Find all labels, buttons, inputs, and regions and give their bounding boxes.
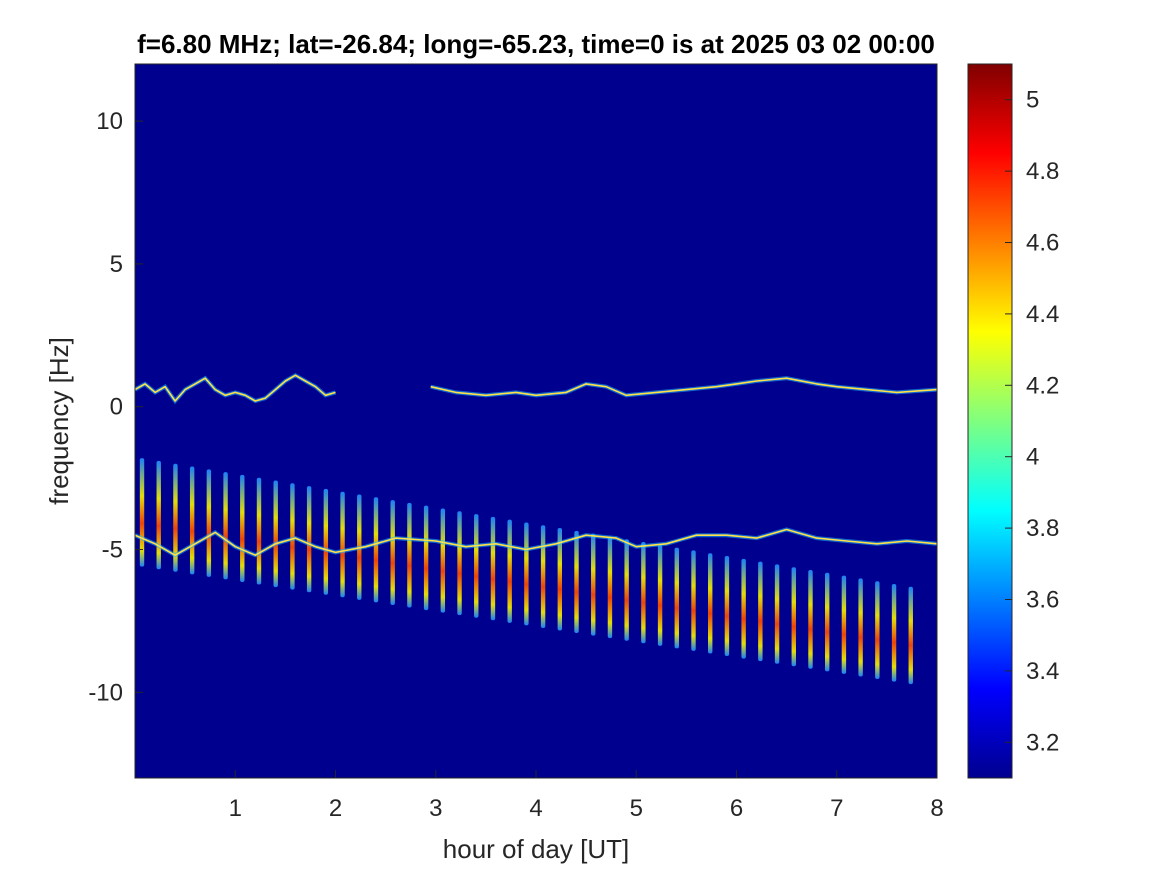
colorbar-tick-label: 3.4 <box>1026 658 1059 685</box>
doppler-trace <box>430 377 937 397</box>
x-tick-label: 3 <box>429 795 442 822</box>
striation <box>624 539 629 641</box>
striation <box>657 544 663 646</box>
striation <box>641 542 646 644</box>
striation <box>206 469 212 577</box>
y-axis-ticks: -10 -5 0 5 10 <box>88 108 143 706</box>
striation <box>256 477 262 585</box>
striation <box>774 564 780 664</box>
striation <box>156 460 161 570</box>
x-tick-label: 2 <box>329 795 342 822</box>
plot-area <box>135 64 937 778</box>
y-tick-label: -5 <box>102 537 123 564</box>
x-tick-label: 6 <box>730 795 743 822</box>
striation <box>273 480 278 588</box>
colorbar-tick-label: 4.2 <box>1026 372 1059 399</box>
colorbar: 3.2 3.4 3.6 3.8 4 4.2 4.4 4.6 4.8 5 <box>967 63 1059 779</box>
chart-title: f=6.80 MHz; lat=-26.84; long=-65.23, tim… <box>137 29 935 59</box>
colorbar-gradient <box>967 63 1013 779</box>
plot-background <box>135 64 937 778</box>
x-tick-label: 4 <box>529 795 542 822</box>
y-tick-label: 5 <box>110 251 123 278</box>
x-axis-label: hour of day [UT] <box>443 834 629 864</box>
striation <box>808 570 813 669</box>
colorbar-tick-label: 4.8 <box>1026 158 1059 185</box>
striation <box>524 522 529 626</box>
striation <box>407 502 412 608</box>
y-axis-label: frequency [Hz] <box>44 337 74 505</box>
striation <box>791 567 796 667</box>
striation <box>540 525 546 628</box>
y-tick-label: 10 <box>96 108 123 135</box>
striation <box>557 528 563 631</box>
striation <box>240 474 245 582</box>
colorbar-tick-label: 3.8 <box>1026 515 1059 542</box>
striation <box>323 488 329 595</box>
striation <box>173 463 178 572</box>
colorbar-tick-label: 4 <box>1026 444 1039 471</box>
striation <box>139 458 145 567</box>
striation <box>223 472 228 580</box>
striation <box>674 547 679 649</box>
striation <box>457 511 462 616</box>
striation <box>841 575 847 674</box>
striation <box>189 466 195 575</box>
striation <box>858 578 863 677</box>
striation <box>691 550 696 651</box>
colorbar-ticks: 3.2 3.4 3.6 3.8 4 4.2 4.4 4.6 4.8 5 <box>1005 87 1059 756</box>
striation <box>908 586 913 685</box>
striation <box>340 491 345 598</box>
striation <box>708 553 713 654</box>
x-axis-ticks: 1 2 3 4 5 6 7 8 <box>229 770 944 822</box>
striation <box>574 530 579 634</box>
colorbar-tick-label: 4.4 <box>1026 301 1059 328</box>
striation <box>474 514 479 618</box>
y-tick-label: 0 <box>110 394 123 421</box>
striation <box>306 486 312 593</box>
traces-layer <box>135 372 937 558</box>
striation <box>440 508 446 613</box>
striation <box>390 500 395 605</box>
striation <box>875 581 880 680</box>
striation <box>724 556 730 657</box>
doppler-trace <box>135 374 336 402</box>
y-tick-label: -10 <box>88 679 123 706</box>
x-tick-label: 8 <box>930 795 943 822</box>
striation <box>373 497 379 603</box>
striation <box>741 558 746 659</box>
striation <box>824 572 830 672</box>
colorbar-tick-label: 3.6 <box>1026 587 1059 614</box>
doppler-trace <box>135 528 937 557</box>
x-tick-label: 5 <box>630 795 643 822</box>
x-tick-label: 1 <box>229 795 242 822</box>
colorbar-tick-label: 3.2 <box>1026 729 1059 756</box>
striation <box>507 519 512 623</box>
colorbar-tick-label: 5 <box>1026 87 1039 114</box>
striation <box>290 483 295 590</box>
striation <box>423 505 429 611</box>
striation <box>591 533 596 636</box>
x-tick-label: 7 <box>830 795 843 822</box>
striation <box>607 536 613 639</box>
striation <box>490 516 496 621</box>
striation <box>758 561 763 662</box>
striation <box>891 583 897 682</box>
colorbar-tick-label: 4.6 <box>1026 230 1059 257</box>
